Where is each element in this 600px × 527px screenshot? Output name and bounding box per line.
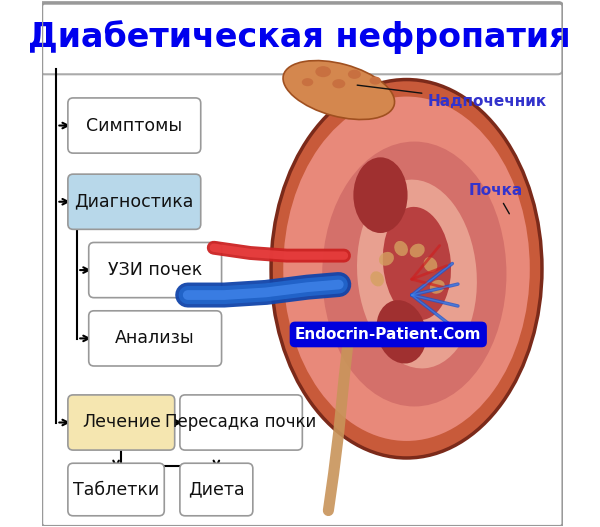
Ellipse shape <box>357 180 477 368</box>
Text: Диабетическая нефропатия: Диабетическая нефропатия <box>28 20 571 54</box>
Text: Таблетки: Таблетки <box>73 481 159 499</box>
Ellipse shape <box>271 80 542 458</box>
Text: Симптомы: Симптомы <box>86 116 182 134</box>
Text: Диагностика: Диагностика <box>74 193 194 211</box>
FancyBboxPatch shape <box>89 311 221 366</box>
FancyBboxPatch shape <box>89 242 221 298</box>
Text: Анализы: Анализы <box>115 329 195 347</box>
FancyBboxPatch shape <box>39 2 563 74</box>
Ellipse shape <box>353 158 407 233</box>
Ellipse shape <box>332 79 346 89</box>
Ellipse shape <box>379 252 394 266</box>
Ellipse shape <box>348 70 361 79</box>
Text: Почка: Почка <box>469 183 523 214</box>
Ellipse shape <box>283 61 395 120</box>
Ellipse shape <box>370 76 381 85</box>
Text: Диета: Диета <box>188 481 245 499</box>
FancyBboxPatch shape <box>68 463 164 516</box>
Ellipse shape <box>394 241 408 256</box>
Ellipse shape <box>316 66 331 77</box>
FancyBboxPatch shape <box>180 463 253 516</box>
Ellipse shape <box>302 78 313 86</box>
Ellipse shape <box>322 142 506 406</box>
FancyBboxPatch shape <box>180 395 302 450</box>
FancyBboxPatch shape <box>68 174 201 229</box>
Ellipse shape <box>283 96 530 441</box>
Text: УЗИ почек: УЗИ почек <box>108 261 202 279</box>
Text: Пересадка почки: Пересадка почки <box>166 414 317 432</box>
Text: Надпочечник: Надпочечник <box>357 85 547 109</box>
FancyBboxPatch shape <box>68 98 201 153</box>
Text: Лечение: Лечение <box>82 414 161 432</box>
Text: Endocrin-Patient.Com: Endocrin-Patient.Com <box>295 327 482 342</box>
Ellipse shape <box>410 243 425 258</box>
Ellipse shape <box>430 280 445 294</box>
FancyBboxPatch shape <box>68 395 175 450</box>
Ellipse shape <box>376 300 426 364</box>
Ellipse shape <box>424 257 437 272</box>
Ellipse shape <box>383 207 451 320</box>
Ellipse shape <box>370 271 384 287</box>
